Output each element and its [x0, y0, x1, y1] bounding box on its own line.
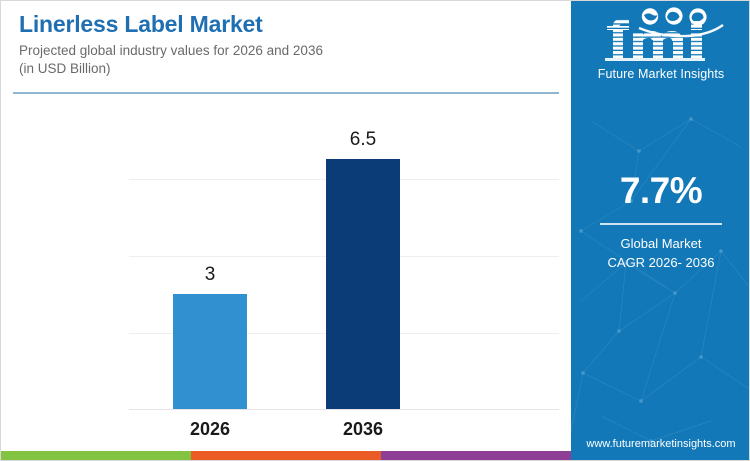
subtitle-line-2: (in USD Billion): [19, 61, 111, 76]
bar-2036[interactable]: [326, 159, 400, 409]
header: Linerless Label Market Projected global …: [19, 9, 553, 78]
page-title: Linerless Label Market: [19, 11, 263, 37]
fmi-logomark: [595, 7, 727, 65]
strip-segment-purple: [381, 451, 571, 460]
letter-i: [691, 21, 702, 58]
brand-logo: Future Market Insights: [571, 7, 749, 81]
strip-segment-green: [1, 451, 191, 460]
cagr-caption-line-1: Global Market: [620, 235, 702, 251]
cagr-block: 7.7% Global Market CAGR 2026- 2036: [571, 169, 749, 272]
bar-value-2036: 6.5: [349, 129, 377, 150]
strip-segment-orange: [191, 451, 381, 460]
subtitle-line-1: Projected global industry values for 202…: [19, 43, 323, 58]
fmi-logo-svg: [605, 7, 724, 61]
category-label-2036: 2036: [342, 419, 384, 439]
page-subtitle: Projected global industry values for 202…: [19, 42, 553, 78]
letter-m: [633, 31, 683, 58]
website-url[interactable]: www.futuremarketinsights.com: [586, 438, 736, 450]
category-label-2026: 2026: [189, 419, 231, 439]
bar-2026[interactable]: [173, 294, 247, 409]
color-strip: [1, 451, 571, 460]
network-pattern-decoration: [571, 117, 749, 443]
bar-group-2036: 6.5: [326, 101, 400, 409]
bar-value-2026: 3: [204, 264, 216, 285]
header-divider: [13, 92, 559, 94]
brand-panel: Future Market Insights 7.7% Global Marke…: [571, 1, 749, 460]
globe-icon-group: [641, 7, 707, 26]
chart-panel: Linerless Label Market Projected global …: [1, 1, 571, 460]
bar-chart: 3 6.5 2026 2036: [1, 101, 571, 446]
cagr-divider: [600, 223, 722, 225]
axis-baseline: [129, 409, 559, 410]
brand-name: Future Market Insights: [597, 67, 725, 81]
bar-group-2026: 3: [173, 101, 247, 409]
letter-f: [607, 19, 629, 58]
cagr-value: 7.7%: [619, 170, 703, 211]
cagr-caption-line-2: CAGR 2026- 2036: [607, 254, 715, 270]
